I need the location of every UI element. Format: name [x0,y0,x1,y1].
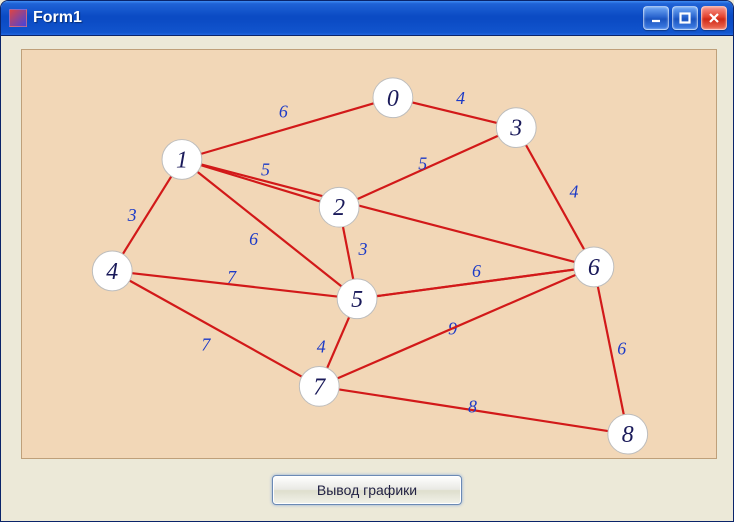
graph-node-label: 1 [176,147,188,173]
edge-weight-label: 6 [249,229,258,249]
maximize-button[interactable] [672,6,698,30]
app-window: Form1 645365347764968012345678 Вывод гра… [0,0,734,522]
graph-edge [197,172,341,287]
graph-node-label: 8 [622,422,634,448]
window-controls [643,6,727,30]
graph-node-label: 7 [313,374,326,400]
graph-edge [357,136,498,199]
graph-canvas: 645365347764968012345678 [21,49,717,459]
graph-edge [343,227,353,279]
graph-node-label: 0 [387,86,399,112]
edge-weight-label: 4 [317,337,326,357]
window-title: Form1 [33,9,82,27]
close-button[interactable] [701,6,727,30]
show-graphics-button[interactable]: Вывод графики [272,475,462,505]
edge-weight-label: 6 [617,339,626,359]
edge-weight-label: 4 [570,181,579,201]
edge-weight-label: 5 [418,153,427,173]
graph-edge [130,281,302,377]
edge-weight-label: 5 [261,159,270,179]
graph-node-label: 2 [333,195,345,221]
graph-node-label: 6 [588,255,600,281]
title-bar[interactable]: Form1 [1,1,733,36]
edge-weight-label: 3 [127,205,137,225]
edge-weight-label: 7 [227,267,237,287]
client-area: 645365347764968012345678 Вывод графики [5,39,729,517]
graph-edge [412,102,497,122]
edge-weight-label: 3 [358,239,368,259]
edge-weight-label: 6 [279,102,288,122]
graph-node-label: 3 [509,116,522,142]
graph-node-label: 5 [351,287,363,313]
edge-weight-label: 4 [456,88,465,108]
minimize-button[interactable] [643,6,669,30]
edge-weight-label: 6 [472,261,481,281]
app-icon [9,9,27,27]
graph-svg: 645365347764968012345678 [22,50,716,458]
edge-weight-label: 8 [468,396,477,416]
edge-weight-label: 7 [201,335,211,355]
graph-edge [327,317,349,368]
graph-node-label: 4 [106,259,118,285]
